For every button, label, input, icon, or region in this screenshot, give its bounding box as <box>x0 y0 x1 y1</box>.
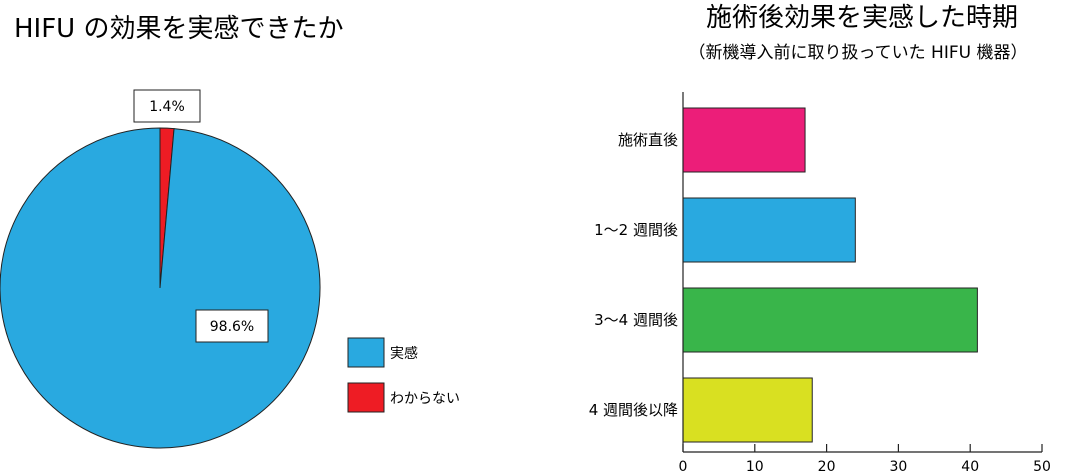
legend-swatch-jikkan <box>347 337 385 368</box>
x-tick-label: 0 <box>679 459 688 475</box>
category-label-3-4-weeks: 3〜4 週間後 <box>594 311 678 329</box>
category-label-1-2-weeks: 1〜2 週間後 <box>594 221 678 239</box>
bar-direct <box>682 107 806 173</box>
pie-chart: 98.6% 1.4% <box>0 89 321 449</box>
pie-label-box-jikkan <box>195 309 269 343</box>
legend-label-jikkan: 実感 <box>390 345 418 362</box>
pie-data-label-wakaranai: 1.4% <box>149 99 185 115</box>
pie-title: HIFU の効果を実感できたか <box>14 14 343 44</box>
x-tick-label: 20 <box>818 459 836 475</box>
x-tick-label: 30 <box>889 459 907 475</box>
x-tick-label: 40 <box>961 459 979 475</box>
bar-title: 施術後効果を実感した時期 <box>706 3 1018 33</box>
bar-subtitle: （新機導入前に取り扱っていた HIFU 機器） <box>689 43 1028 63</box>
legend-label-wakaranai: わからない <box>390 391 460 407</box>
category-label-direct: 施術直後 <box>618 131 678 149</box>
bar-chart: 施術直後 1〜2 週間後 3〜4 週間後 4 週間後以降 0 10 20 30 40 50 <box>589 92 1051 475</box>
bar-3-4-weeks <box>682 287 978 353</box>
bar-after-4-weeks <box>682 377 813 443</box>
pie-label-box-wakaranai <box>133 89 201 123</box>
x-tick-label: 50 <box>1033 459 1051 475</box>
category-label-after-4-weeks: 4 週間後以降 <box>589 401 678 419</box>
legend-swatch-wakaranai <box>347 382 385 413</box>
bar-1-2-weeks <box>682 197 856 263</box>
pie-data-label-jikkan: 98.6% <box>210 319 254 335</box>
x-tick-label: 10 <box>746 459 764 475</box>
pie-slice-jikkan <box>0 127 321 449</box>
